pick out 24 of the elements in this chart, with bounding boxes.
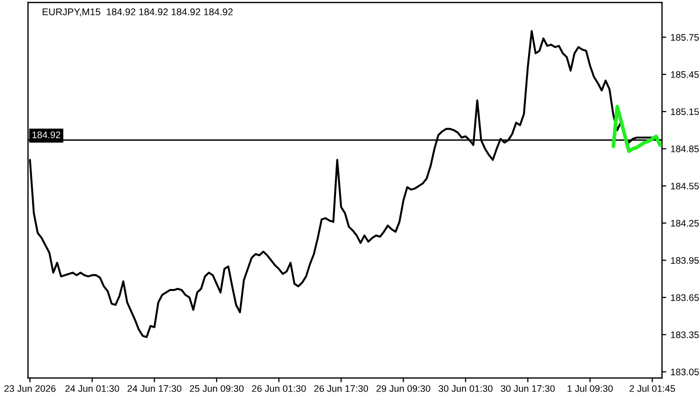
x-tick-label: 29 Jun 09:30 [376, 385, 430, 392]
x-tick-label: 24 Jun 17:30 [128, 385, 182, 392]
x-tick-label: 26 Jun 01:30 [252, 385, 306, 392]
y-tick-label: 183.35 [671, 331, 699, 338]
x-tick-label: 30 Jun 17:30 [500, 385, 555, 392]
y-tick-label: 184.85 [671, 146, 699, 152]
y-tick-label: 183.65 [671, 294, 699, 301]
y-tick-label: 183.95 [671, 257, 699, 264]
y-tick-label: 185.15 [671, 108, 699, 116]
ref-line-label: 184.92 [32, 132, 60, 138]
x-tick-label: 30 Jun 01:30 [438, 385, 493, 392]
x-tick-label: 1 Jul 09:30 [568, 384, 613, 392]
x-tick-label: 23 Jun 2026 [4, 385, 56, 392]
y-tick-label: 184.55 [671, 182, 699, 190]
line-series [612, 104, 662, 154]
x-tick-label: 2 Jul 01:45 [630, 384, 675, 392]
y-tick-label: 185.45 [671, 71, 699, 78]
x-tick-label: 26 Jun 17:30 [314, 385, 368, 392]
y-tick-label: 183.05 [671, 368, 699, 376]
text: EURJPY,M15 184.92 184.92 184.92 184.92 [42, 8, 233, 16]
y-tick-label: 184.25 [671, 220, 699, 227]
x-tick-label: 24 Jun 01:30 [65, 385, 120, 392]
y-tick-label: 185.75 [671, 34, 699, 41]
x-tick-label: 25 Jun 09:30 [190, 385, 244, 392]
